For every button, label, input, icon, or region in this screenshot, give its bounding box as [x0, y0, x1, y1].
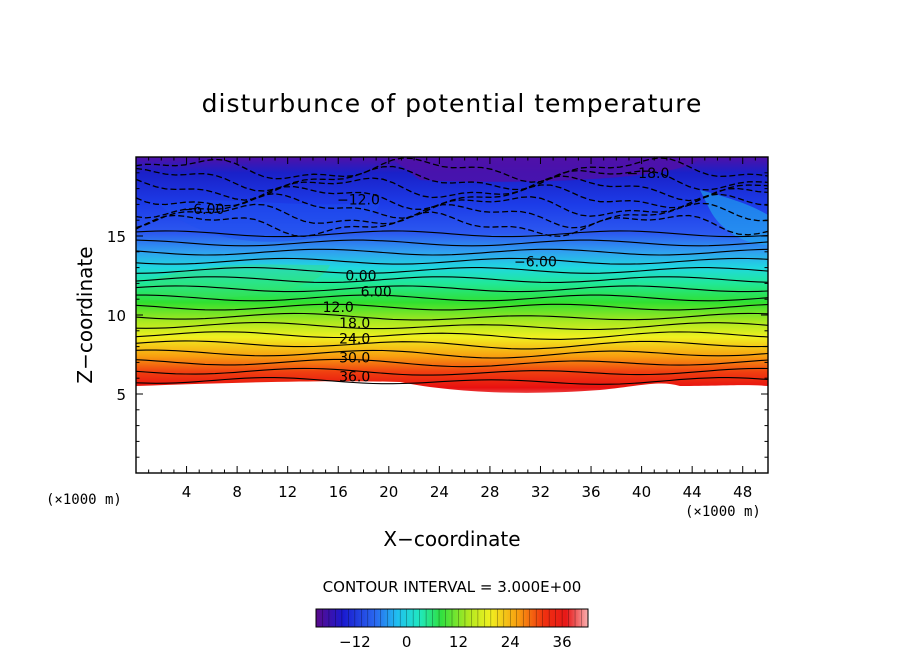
- contour-line-positive: [136, 267, 768, 274]
- contour-label: 24.0: [339, 332, 370, 348]
- contour-lines: [136, 157, 768, 385]
- cold-anomaly-left: [160, 200, 380, 242]
- x-tick-label: 48: [733, 483, 752, 501]
- plot-field: [136, 157, 768, 473]
- x-tick-label: 36: [581, 483, 600, 501]
- cold-anomaly-top: [390, 157, 700, 182]
- contour-label: −18.0: [626, 166, 669, 182]
- contour-label: 30.0: [339, 351, 370, 367]
- contour-line-negative: [136, 165, 768, 192]
- contour-line-negative: [136, 157, 768, 183]
- contour-line-positive: [136, 367, 768, 376]
- contour-line-negative: [136, 184, 768, 210]
- contour-line-positive: [136, 377, 768, 385]
- colorbar-dividers: [322, 609, 582, 627]
- y-tick-label: 15: [107, 228, 126, 246]
- x-unit-label: (×1000 m): [685, 504, 761, 520]
- x-tick-label: 24: [430, 483, 449, 501]
- contour-line-positive: [136, 248, 768, 256]
- contour-line-positive: [136, 303, 768, 311]
- x-tick-label: 32: [531, 483, 550, 501]
- contour-labels: −18.0 −12.0 −6.00 −6.00 0.006.00 12.018.024.0…: [182, 166, 670, 386]
- contour-label: 18.0: [339, 316, 370, 332]
- contour-line-positive: [136, 230, 768, 238]
- warm-bulge-left: [150, 264, 330, 300]
- contour-line-positive: [136, 322, 768, 331]
- y-ticks: 5 10 15: [107, 172, 768, 458]
- cold-anomaly-right: [700, 190, 768, 245]
- y-tick-label: 10: [107, 307, 126, 325]
- contour-line-negative: [136, 193, 768, 219]
- x-tick-label: 12: [278, 483, 297, 501]
- colorbar-tick-label: 0: [402, 633, 412, 651]
- contour-line-positive: [136, 349, 768, 359]
- x-tick-label: 44: [683, 483, 702, 501]
- colorbar-tick-label: 36: [553, 633, 572, 651]
- x-tick-label: 4: [182, 483, 192, 501]
- contour-label: 6.00: [361, 284, 392, 300]
- contour-line-positive: [136, 257, 768, 265]
- contour-label: −6.00: [182, 202, 225, 218]
- contour-line-negative: [136, 175, 768, 202]
- y-unit-label: (×1000 m): [46, 492, 122, 508]
- contour-label: −12.0: [337, 193, 380, 209]
- contour-line-positive: [136, 312, 768, 321]
- x-tick-label: 28: [480, 483, 499, 501]
- x-tick-label: 40: [632, 483, 651, 501]
- contour-line-negative: [136, 211, 768, 238]
- colorbar-tick-label: 12: [449, 633, 468, 651]
- ground-white: [136, 381, 768, 473]
- contour-line-positive: [136, 239, 768, 247]
- contour-label: 0.00: [345, 269, 376, 285]
- contour-line-positive: [136, 285, 768, 293]
- contour-line-negative: [136, 202, 768, 229]
- contour-label: 36.0: [339, 370, 370, 386]
- x-tick-label: 20: [379, 483, 398, 501]
- x-ticks: 4 8 12 16 20 24 28 32 36 40 44 48: [148, 157, 756, 501]
- x-tick-label: 16: [329, 483, 348, 501]
- contour-line-positive: [136, 276, 768, 283]
- x-tick-label: 8: [232, 483, 242, 501]
- contour-line-positive: [136, 331, 768, 340]
- x-axis-label: X−coordinate: [383, 527, 520, 551]
- contour-interval: CONTOUR INTERVAL = 3.000E+00: [323, 578, 582, 596]
- contour-label: −6.00: [514, 254, 557, 270]
- y-tick-label: 5: [116, 386, 126, 404]
- colorbar-ticks: −12 0 12 24 36: [339, 633, 572, 651]
- colorbar-tick-label: 24: [501, 633, 520, 651]
- colorbar-tick-label: −12: [339, 633, 371, 651]
- chart-title: disturbunce of potential temperature: [202, 89, 703, 118]
- contour-line-positive: [136, 358, 768, 368]
- contour-line-positive: [136, 340, 768, 350]
- contour-label: 12.0: [323, 300, 354, 316]
- y-axis-label: Z−coordinate: [73, 246, 97, 383]
- contour-line-positive: [136, 294, 768, 302]
